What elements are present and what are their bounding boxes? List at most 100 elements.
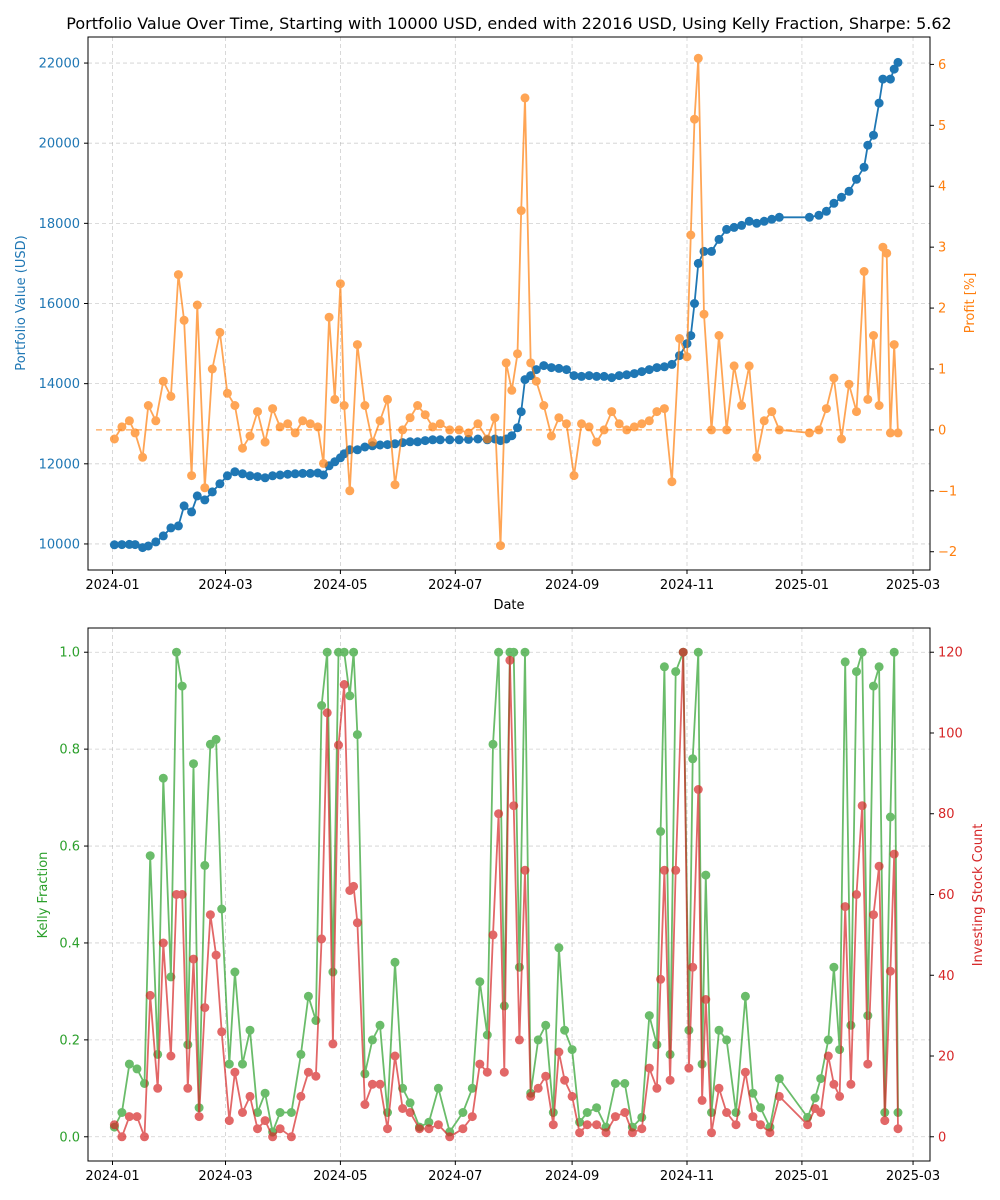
data-point — [852, 890, 861, 899]
data-point — [823, 1035, 833, 1045]
data-point — [599, 371, 609, 381]
data-point — [516, 407, 526, 417]
data-point — [869, 130, 878, 140]
y2-tick-label: 2 — [938, 302, 946, 317]
data-point — [130, 428, 140, 438]
data-point — [109, 434, 119, 444]
data-point — [541, 1071, 551, 1081]
data-point — [759, 416, 769, 426]
data-point — [599, 425, 609, 435]
data-point — [428, 435, 438, 445]
data-point — [109, 1120, 119, 1130]
data-point — [383, 1124, 392, 1134]
data-point — [405, 437, 415, 447]
data-point — [629, 369, 639, 379]
data-point — [245, 471, 255, 481]
x-tick-label: 2024-01 — [85, 1169, 139, 1184]
data-point — [840, 657, 850, 667]
data-point — [821, 206, 831, 216]
data-point — [835, 1091, 845, 1101]
data-point — [554, 363, 564, 373]
data-point — [222, 471, 232, 481]
data-point — [889, 340, 899, 350]
data-point — [803, 1120, 813, 1130]
data-point — [885, 966, 895, 976]
y2-tick-label: 40 — [938, 969, 955, 984]
data-point — [424, 1124, 434, 1134]
data-point — [829, 198, 839, 208]
data-point — [283, 419, 293, 429]
data-point — [488, 739, 498, 749]
plot-frame — [87, 627, 931, 1162]
data-point — [398, 1104, 408, 1113]
data-point — [345, 486, 355, 496]
y2-tick-label: 1 — [938, 362, 946, 377]
data-point — [405, 1098, 415, 1108]
data-point — [192, 300, 202, 310]
data-point — [275, 470, 285, 480]
data-point — [722, 1108, 732, 1117]
data-point — [268, 471, 278, 481]
data-point — [514, 1035, 524, 1045]
data-point — [130, 540, 140, 550]
data-point — [166, 1051, 176, 1061]
data-point — [183, 1083, 193, 1093]
data-point — [810, 1093, 820, 1103]
x-tick-label: 2024-11 — [660, 1169, 714, 1184]
data-point — [317, 701, 327, 710]
data-point — [290, 428, 300, 438]
x-tick-label: 2024-01 — [85, 578, 139, 593]
data-point — [582, 1120, 592, 1130]
y2-tick-label: 0 — [938, 1130, 946, 1145]
data-point — [435, 435, 445, 445]
data-point — [260, 1088, 270, 1098]
data-point — [509, 801, 519, 811]
data-point — [567, 1045, 577, 1055]
data-point — [520, 93, 530, 103]
data-point — [260, 437, 270, 447]
data-point — [614, 371, 624, 381]
data-point — [622, 370, 632, 380]
y-tick-label: 0.6 — [59, 840, 80, 855]
data-point — [179, 501, 189, 511]
data-point — [699, 309, 709, 319]
data-point — [352, 730, 362, 740]
data-point — [756, 1120, 765, 1130]
data-point — [367, 437, 377, 447]
data-point — [562, 419, 571, 429]
data-point — [637, 367, 647, 377]
data-point — [413, 401, 423, 410]
data-point — [863, 1011, 873, 1021]
plot-series — [109, 647, 903, 1142]
data-point — [153, 1083, 163, 1093]
data-point — [533, 1083, 543, 1093]
data-point — [151, 537, 161, 547]
x-axis-label: Date — [493, 598, 524, 613]
chart-title: Portfolio Value Over Time, Starting with… — [66, 14, 951, 33]
data-point — [541, 1020, 551, 1030]
data-point — [852, 174, 861, 184]
data-point — [889, 647, 899, 657]
data-point — [467, 1083, 477, 1093]
portfolio-value-chart: Portfolio Value Over Time, Starting with… — [14, 14, 978, 613]
right-y-axis-ticks: −2 −1 0 1 2 3 4 5 6 — [930, 58, 957, 560]
data-point — [837, 192, 846, 202]
series-profit — [109, 53, 903, 551]
data-point — [756, 1103, 765, 1113]
data-point — [693, 53, 703, 63]
data-point — [330, 394, 340, 404]
data-point — [424, 1117, 434, 1127]
x-tick-label: 2024-03 — [198, 1169, 252, 1184]
data-point — [473, 434, 483, 444]
data-point — [844, 186, 854, 196]
data-point — [644, 1011, 654, 1021]
y-tick-label: 1.0 — [59, 646, 80, 661]
y2-tick-label: 5 — [938, 119, 946, 134]
y-tick-label: 12000 — [39, 457, 80, 472]
data-point — [349, 647, 359, 657]
data-point — [475, 1059, 485, 1069]
x-tick-label: 2024-03 — [198, 578, 252, 593]
data-point — [117, 1132, 127, 1142]
data-point — [207, 364, 217, 374]
data-point — [614, 419, 624, 429]
